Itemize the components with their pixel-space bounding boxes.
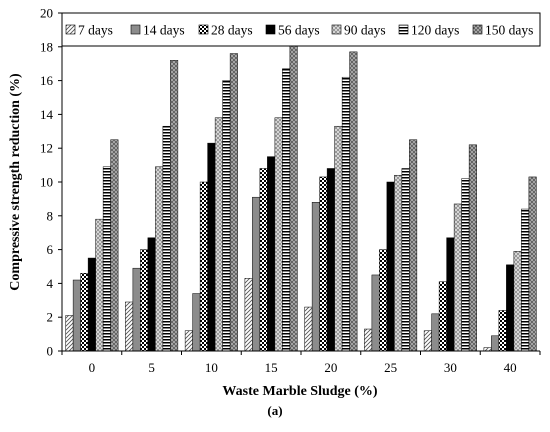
y-tick-label: 14 <box>40 107 54 122</box>
axes <box>61 13 540 352</box>
x-tick-label: 30 <box>444 360 457 375</box>
legend-swatch <box>65 24 76 35</box>
legend-label: 150 days <box>485 23 533 38</box>
bar <box>222 80 231 352</box>
bar <box>140 249 149 352</box>
bar <box>483 347 492 352</box>
bar <box>274 117 283 352</box>
y-tick-label: 0 <box>47 344 54 359</box>
bar <box>192 293 201 352</box>
bar <box>147 237 156 352</box>
y-tick-label: 20 <box>40 6 53 21</box>
bar <box>371 274 380 352</box>
bar <box>304 306 313 352</box>
bar <box>423 330 432 352</box>
bar <box>102 166 111 352</box>
y-tick-label: 10 <box>40 175 53 190</box>
bar <box>289 41 298 352</box>
bar <box>65 315 74 352</box>
bar <box>87 257 96 352</box>
y-axis-title: Compressive strength reduction (%) <box>8 73 23 291</box>
y-tick-label: 4 <box>47 276 54 291</box>
legend: 7 days 14 days 28 days 56 days 90 days 120 da… <box>61 12 541 47</box>
legend-swatch <box>130 24 141 35</box>
bar <box>252 196 261 352</box>
bar <box>95 218 104 352</box>
bar <box>498 310 507 352</box>
figure-caption: (a) <box>267 403 282 418</box>
bar <box>319 176 328 352</box>
legend-label: 28 days <box>211 23 253 38</box>
bar <box>394 174 403 352</box>
bar <box>468 144 477 352</box>
y-tick-label: 12 <box>40 141 53 156</box>
x-tick-label: 25 <box>384 360 397 375</box>
x-axis-title: Waste Marble Sludge (%) <box>222 384 377 399</box>
bar <box>110 139 119 352</box>
bar <box>379 249 388 352</box>
bar <box>282 68 291 352</box>
legend-label: 7 days <box>78 23 113 38</box>
bar <box>184 330 193 352</box>
bar <box>125 301 134 352</box>
bar <box>244 278 253 352</box>
bar <box>311 202 320 352</box>
legend-swatch <box>198 24 209 35</box>
x-tick-label: 0 <box>89 360 96 375</box>
x-tick-label: 40 <box>504 360 517 375</box>
bar <box>229 53 238 352</box>
bar <box>214 117 223 352</box>
bar <box>349 51 358 352</box>
bar <box>326 168 335 352</box>
bar <box>409 139 418 352</box>
bar <box>521 208 530 352</box>
y-tick-label: 8 <box>47 208 54 223</box>
legend-swatch <box>331 24 342 35</box>
bar <box>401 168 410 352</box>
bar <box>72 279 81 352</box>
legend-label: 120 days <box>411 23 459 38</box>
bar <box>334 125 343 352</box>
bar <box>528 176 537 352</box>
bar <box>453 203 462 352</box>
legend-label: 90 days <box>344 23 386 38</box>
bar <box>506 264 515 352</box>
legend-label: 14 days <box>143 23 185 38</box>
bar <box>162 125 171 352</box>
bar <box>155 166 164 352</box>
bar <box>461 178 470 352</box>
y-tick-label: 6 <box>47 242 54 257</box>
plot-area: 0 2 4 6 8 10 12 14 16 18 20 0 5 10 15 20 25 30 40 <box>40 6 541 375</box>
bar <box>364 328 373 352</box>
y-tick-label: 16 <box>40 73 54 88</box>
y-tick-label: 2 <box>47 310 54 325</box>
bar <box>438 281 447 352</box>
bar <box>267 156 276 352</box>
bar <box>132 267 141 352</box>
legend-box <box>61 12 541 47</box>
bar <box>431 313 440 352</box>
bar <box>386 181 395 352</box>
legend-swatch <box>398 24 409 35</box>
x-tick-label: 10 <box>205 360 218 375</box>
x-tick-label: 20 <box>324 360 337 375</box>
legend-swatch <box>472 24 483 35</box>
bar <box>207 142 216 352</box>
x-tick-label: 5 <box>148 360 155 375</box>
bar <box>341 76 350 352</box>
x-tick-label: 15 <box>265 360 278 375</box>
bar <box>199 181 208 352</box>
legend-swatch <box>265 24 276 35</box>
bar <box>446 237 455 352</box>
bar <box>491 335 500 352</box>
y-tick-label: 18 <box>40 39 53 54</box>
bar <box>170 60 179 352</box>
bar <box>513 251 522 352</box>
legend-label: 56 days <box>278 23 320 38</box>
bar <box>259 168 268 352</box>
bar <box>80 273 89 352</box>
